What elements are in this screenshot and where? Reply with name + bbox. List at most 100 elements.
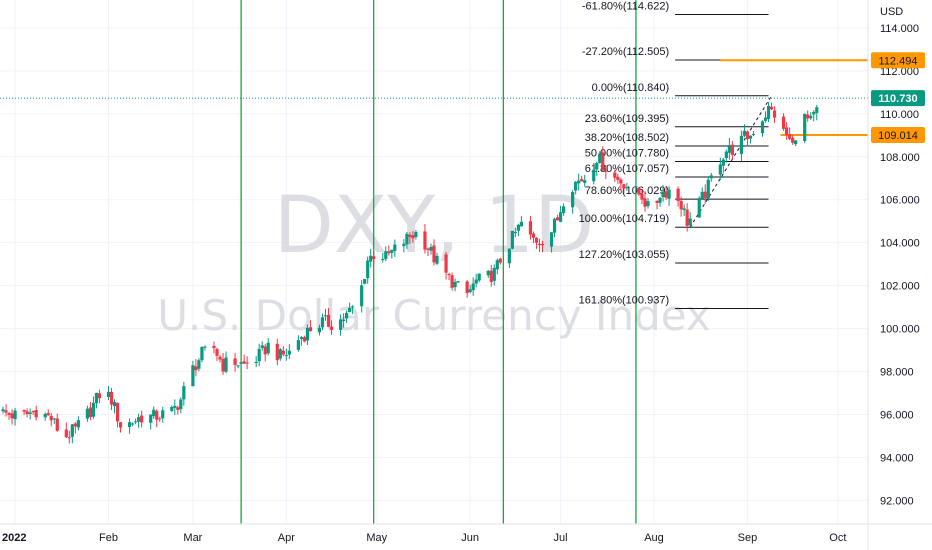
- candle-body[interactable]: [115, 402, 120, 422]
- candle-body[interactable]: [453, 281, 457, 288]
- candle-body[interactable]: [661, 191, 665, 198]
- candle-body[interactable]: [444, 254, 448, 273]
- candle-body[interactable]: [531, 233, 536, 238]
- candle-body[interactable]: [760, 121, 765, 134]
- candle-body[interactable]: [118, 422, 123, 428]
- candle-body[interactable]: [31, 411, 35, 413]
- candle-body[interactable]: [43, 413, 47, 418]
- candle-body[interactable]: [305, 327, 310, 341]
- candle-body[interactable]: [52, 418, 56, 420]
- candle-body[interactable]: [76, 420, 80, 428]
- candle-body[interactable]: [242, 361, 246, 364]
- candle-body[interactable]: [351, 306, 355, 308]
- candle-body[interactable]: [85, 408, 90, 419]
- candle-body[interactable]: [426, 248, 430, 250]
- candle-body[interactable]: [233, 358, 237, 365]
- candle-body[interactable]: [495, 260, 499, 270]
- candle-body[interactable]: [432, 245, 436, 263]
- candle-body[interactable]: [390, 249, 394, 253]
- candle-body[interactable]: [748, 135, 753, 139]
- candle-body[interactable]: [809, 115, 813, 119]
- candle-body[interactable]: [763, 117, 768, 121]
- candle-body[interactable]: [456, 281, 460, 283]
- candle-body[interactable]: [447, 274, 451, 276]
- candle-body[interactable]: [7, 413, 11, 415]
- candle-body[interactable]: [323, 315, 328, 317]
- candle-body[interactable]: [772, 110, 777, 118]
- candle-body[interactable]: [73, 423, 77, 427]
- candle-body[interactable]: [498, 258, 502, 263]
- candle-body[interactable]: [109, 391, 114, 405]
- candle-body[interactable]: [706, 179, 710, 199]
- candle-body[interactable]: [91, 402, 96, 417]
- candle-body[interactable]: [643, 198, 647, 207]
- candle-body[interactable]: [549, 232, 554, 247]
- candle-body[interactable]: [112, 401, 117, 407]
- candle-body[interactable]: [155, 410, 159, 420]
- candle-body[interactable]: [806, 114, 810, 119]
- candle-body[interactable]: [245, 362, 249, 364]
- candle-body[interactable]: [402, 243, 406, 247]
- candle-body[interactable]: [688, 218, 692, 226]
- candle-body[interactable]: [510, 230, 514, 249]
- candle-body[interactable]: [97, 393, 102, 399]
- candle-body[interactable]: [170, 407, 174, 412]
- candle-body[interactable]: [709, 175, 713, 179]
- candle-body[interactable]: [299, 337, 303, 339]
- candle-body[interactable]: [516, 224, 520, 231]
- candle-body[interactable]: [212, 345, 216, 349]
- horizontal-lines[interactable]: [720, 59, 868, 136]
- candle-body[interactable]: [1, 409, 5, 412]
- candle-body[interactable]: [552, 218, 557, 233]
- candle-body[interactable]: [221, 358, 225, 372]
- candle-body[interactable]: [727, 145, 731, 153]
- candle-body[interactable]: [387, 251, 391, 254]
- candle-body[interactable]: [414, 232, 418, 238]
- candle-body[interactable]: [329, 326, 334, 330]
- candle-body[interactable]: [580, 179, 584, 182]
- candle-body[interactable]: [486, 270, 490, 276]
- candle-body[interactable]: [577, 180, 581, 184]
- candle-body[interactable]: [127, 422, 132, 428]
- candle-body[interactable]: [785, 127, 789, 136]
- candle-body[interactable]: [592, 169, 596, 182]
- candle-body[interactable]: [296, 340, 300, 350]
- candle-body[interactable]: [284, 355, 288, 357]
- candle-body[interactable]: [471, 283, 475, 291]
- candle-body[interactable]: [637, 187, 641, 195]
- candle-body[interactable]: [158, 418, 162, 420]
- candle-body[interactable]: [474, 279, 478, 284]
- candle-body[interactable]: [49, 415, 53, 421]
- candle-body[interactable]: [640, 193, 644, 200]
- candle-body[interactable]: [655, 200, 659, 203]
- candle-body[interactable]: [465, 281, 469, 294]
- candle-body[interactable]: [513, 231, 517, 233]
- candle-body[interactable]: [287, 350, 291, 355]
- candle-body[interactable]: [558, 212, 563, 222]
- candle-body[interactable]: [788, 134, 792, 139]
- candle-body[interactable]: [22, 409, 26, 412]
- candle-body[interactable]: [384, 251, 388, 259]
- candles[interactable]: [1, 102, 819, 444]
- candle-body[interactable]: [236, 365, 240, 367]
- candle-body[interactable]: [224, 357, 228, 372]
- candle-body[interactable]: [519, 221, 524, 227]
- candle-body[interactable]: [326, 314, 331, 327]
- candle-body[interactable]: [176, 407, 180, 411]
- candle-body[interactable]: [405, 233, 409, 245]
- candle-body[interactable]: [372, 256, 376, 260]
- candle-body[interactable]: [646, 201, 650, 207]
- candle-body[interactable]: [429, 246, 433, 251]
- candle-body[interactable]: [55, 418, 59, 431]
- candle-body[interactable]: [534, 237, 539, 243]
- candle-body[interactable]: [812, 112, 816, 115]
- candle-body[interactable]: [616, 176, 620, 180]
- candle-body[interactable]: [745, 131, 750, 140]
- candle-body[interactable]: [13, 410, 17, 420]
- candle-body[interactable]: [369, 255, 373, 262]
- candle-body[interactable]: [507, 248, 511, 264]
- candle-body[interactable]: [408, 234, 412, 237]
- candle-body[interactable]: [218, 356, 222, 360]
- candle-body[interactable]: [468, 289, 472, 293]
